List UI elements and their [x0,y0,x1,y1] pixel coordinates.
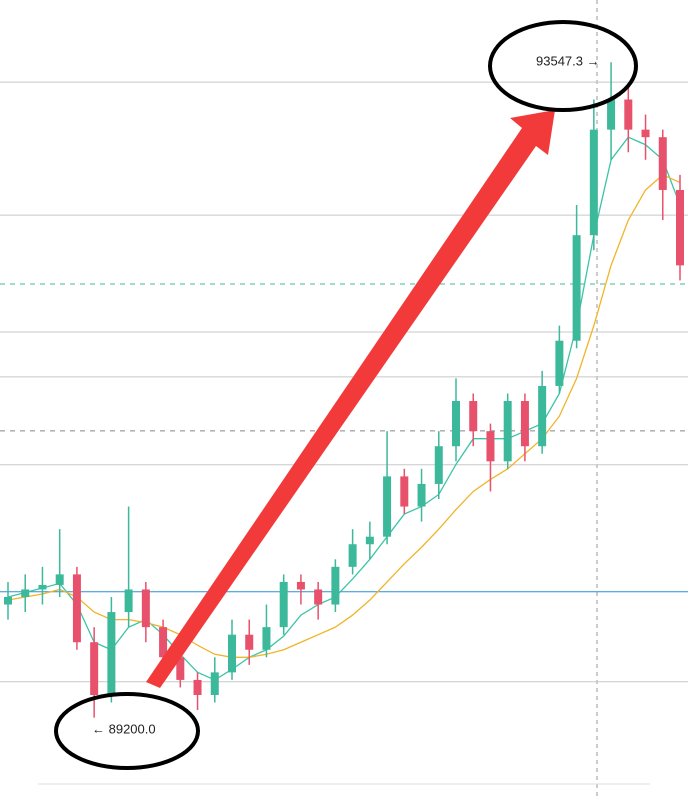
candle-body [469,401,478,432]
candle-body [124,589,133,613]
candle-body [331,566,340,605]
candle-body [452,401,460,447]
candle-body [538,385,547,447]
candle-body [21,589,30,597]
candle-body [417,483,426,507]
high-label: 93547.3 → [536,53,600,68]
candle-body [383,476,392,537]
candle-body [210,672,219,695]
candle-body [193,679,202,695]
candle-body [607,99,616,130]
candle-body [262,627,271,650]
plot [0,62,688,718]
candle-body [365,536,374,545]
candle-body [279,581,288,628]
candle-body [400,476,409,507]
candle-body [572,235,581,341]
candle-body [38,584,47,590]
moving-average [7,136,681,681]
candle-body [228,634,236,673]
candle-body [658,137,667,190]
candle-body [486,431,495,462]
candle-body [641,129,650,138]
candle-body [176,657,185,680]
trend-arrow [146,110,555,688]
candle-body [55,574,64,585]
candle-body [314,589,323,605]
high-circle [488,20,638,112]
candle-body [296,581,305,590]
candle-body [624,99,633,130]
candle-body [141,589,150,628]
candle-body [348,544,357,567]
candle-body [245,634,254,650]
candle-body [90,642,99,695]
candle-body [555,340,564,386]
low-label: ← 89200.0 [92,721,156,736]
candle-body [434,446,443,484]
low-circle [54,692,200,770]
candle-body [72,574,81,643]
candle-body [107,612,116,695]
moving-average [7,174,681,658]
candle-body [4,597,12,605]
candle-body [589,129,598,236]
candle-body [520,401,529,447]
candle-body [503,401,512,462]
candle-body [159,627,168,658]
candle-body [676,189,684,266]
